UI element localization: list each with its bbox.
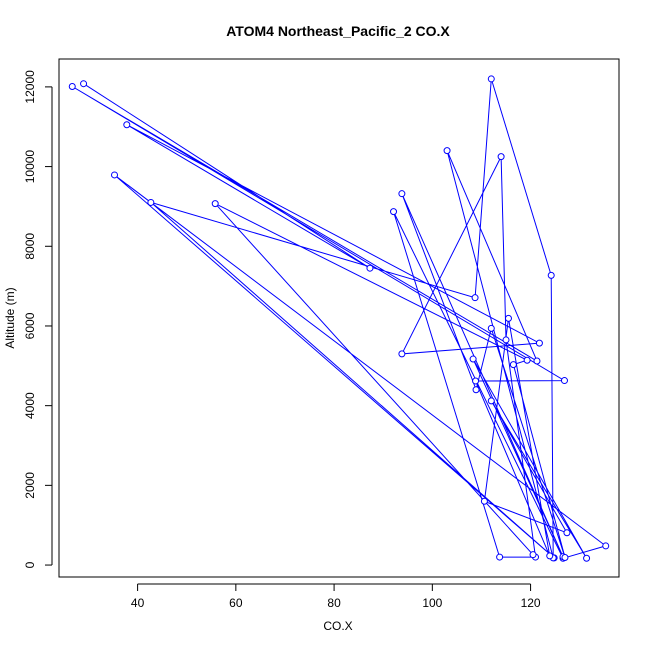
y-tick-label: 4000 xyxy=(23,392,37,419)
data-point xyxy=(502,336,510,344)
data-point xyxy=(211,200,219,208)
data-point xyxy=(533,357,541,365)
data-point xyxy=(366,264,374,272)
y-axis: 0 2000 4000 6000 8000 10000 12000 xyxy=(23,70,53,568)
data-point xyxy=(472,386,480,394)
data-point xyxy=(546,552,554,560)
data-point xyxy=(390,208,398,216)
plot-area-border xyxy=(58,58,620,578)
x-axis: 40 60 80 100 120 xyxy=(131,583,541,610)
x-tick-label: 40 xyxy=(131,596,145,610)
y-tick-label: 12000 xyxy=(23,70,37,104)
data-point xyxy=(523,356,531,364)
series-line xyxy=(72,78,607,559)
data-point xyxy=(487,324,495,332)
y-tick-label: 2000 xyxy=(23,472,37,499)
data-point xyxy=(147,198,155,206)
data-point xyxy=(68,82,76,90)
y-tick-label: 0 xyxy=(23,561,37,568)
data-point xyxy=(472,377,480,385)
data-point xyxy=(561,553,569,561)
data-point xyxy=(560,377,568,385)
data-point xyxy=(111,171,119,179)
data-point xyxy=(509,361,517,369)
data-point xyxy=(469,355,477,363)
data-point xyxy=(487,397,495,405)
data-point xyxy=(602,542,610,550)
x-tick-label: 100 xyxy=(422,596,442,610)
y-tick-label: 10000 xyxy=(23,150,37,184)
x-axis-label: CO.X xyxy=(323,619,352,633)
data-point xyxy=(529,551,537,559)
x-tick-label: 120 xyxy=(521,596,541,610)
data-point xyxy=(583,554,591,562)
data-point xyxy=(398,350,406,358)
data-point xyxy=(563,529,571,537)
x-tick-label: 80 xyxy=(327,596,341,610)
data-point xyxy=(398,190,406,198)
data-point xyxy=(443,147,451,155)
chart-title: ATOM4 Northeast_Pacific_2 CO.X xyxy=(226,23,450,39)
x-tick-label: 60 xyxy=(229,596,243,610)
data-point xyxy=(471,294,479,302)
data-point xyxy=(487,75,495,83)
data-point xyxy=(497,153,505,161)
data-point xyxy=(80,80,88,88)
data-point xyxy=(547,271,555,279)
data-point xyxy=(535,339,543,347)
data-point xyxy=(496,553,504,561)
series-layer xyxy=(68,75,610,562)
data-point xyxy=(504,314,512,322)
y-axis-label: Altitude (m) xyxy=(3,287,17,348)
y-tick-label: 6000 xyxy=(23,312,37,339)
data-point xyxy=(480,497,488,505)
data-point xyxy=(123,121,131,129)
y-tick-label: 8000 xyxy=(23,233,37,260)
